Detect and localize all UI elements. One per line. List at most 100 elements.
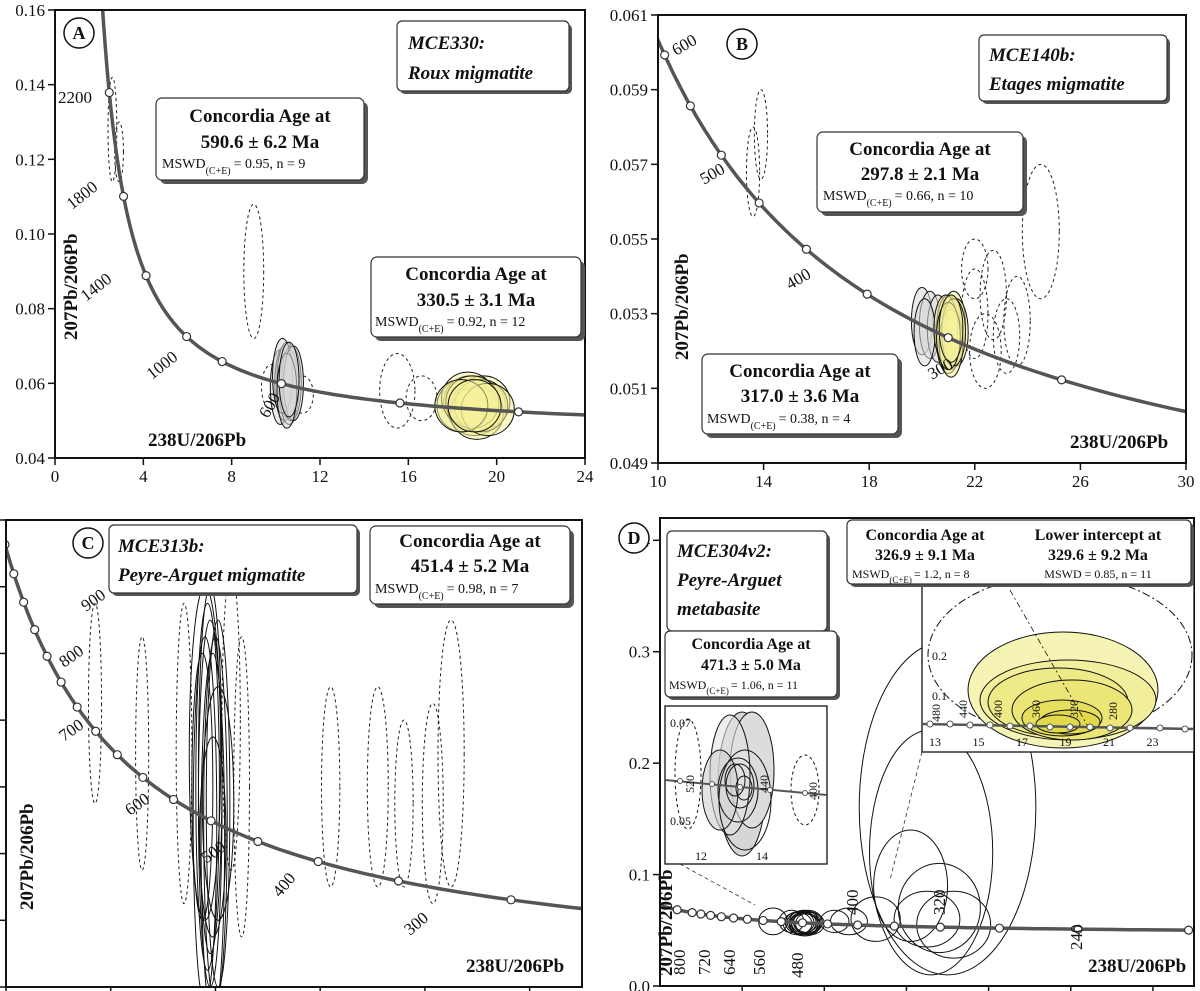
panel-b-axis-labels: 238U/206Pb 207Pb/206Pb [672,253,1168,453]
panel-b-y-label: 207Pb/206Pb [672,253,693,360]
panel-d-inset-right-label-2: 400 [991,700,1005,718]
analysis-ellipse [203,636,228,987]
concordia-node [776,917,786,927]
concordia-node [206,816,216,826]
y-tick-label: 0.1 [629,866,650,885]
y-tick-label: 0.06 [15,374,45,393]
concordia-node [506,895,516,905]
panel-d-inset-left-ytick-1: 0.05 [670,814,691,828]
panel-a-age-box-1: Concordia Age at 590.6 ± 6.2 Ma MSWD(C+E… [155,97,368,184]
panel-b-sample: MCE140b: [988,45,1076,66]
analysis-ellipse [437,619,465,888]
concordia-node [42,651,52,661]
panel-b-letter-text: B [736,34,748,54]
concordia-node [1183,925,1194,935]
panel-d-inset-right-label-3: 360 [1029,700,1043,718]
concordia-node [19,597,29,607]
panel-c-age-label-400: 400 [269,869,300,901]
concordia-node [862,289,872,299]
panel-a-age-box-2: Concordia Age at 330.5 ± 3.1 Ma MSWD(C+E… [370,256,585,341]
panel-d-inset-left-xtick-1: 14 [756,849,768,863]
x-tick-label: 14 [755,472,773,491]
concordia-node [91,726,101,736]
panel-a-age2-mswd: MSWD(C+E) = 0.92, n = 12 [375,315,525,335]
panel-c-data [6,540,582,987]
panel-d-age3-mswd: MSWD(C+E) = 1.06, n = 11 [669,678,798,696]
x-tick-label: 10 [650,472,667,491]
panel-d-age-box-left: Concordia Age at 471.3 ± 5.0 Ma MSWD(C+E… [664,630,840,700]
panel-d-age2-head: Lower intercept at [1035,527,1162,544]
panel-d-inset-left: 0.07 0.05 12 14 520 440 400 [664,705,828,865]
panel-d-inset-left-xtick-0: 12 [695,849,707,863]
panel-d-age-label-240: 240 [1067,925,1086,951]
panel-b-concordia-nodes [660,50,1067,385]
panel-c-age-box-1: Concordia Age at 451.4 ± 5.2 Ma MSWD(C+E… [369,525,574,608]
panel-a-rock: Roux migmatite [407,63,534,84]
x-tick-label: 18 [861,472,878,491]
analysis-ellipse [405,375,438,422]
panel-d-inset-left-label-2: 400 [806,782,820,800]
panel-a-axis-labels: 238U/206Pb 207Pb/206Pb [61,233,246,451]
analysis-ellipse [1021,163,1060,300]
panel-d-data [660,640,1194,976]
panel-d-age-box-right: Concordia Age at 326.9 ± 9.1 Ma MSWD(C+E… [846,519,1194,587]
concordia-node [696,909,706,919]
panel-d-letter-text: D [628,528,641,548]
y-tick-label: 0.16 [15,1,45,20]
inset-x-tick-label: 15 [973,735,985,749]
concordia-node [687,908,697,918]
panel-a-age1-head: Concordia Age at [189,106,331,127]
analysis-ellipse [447,379,502,433]
concordia-node [168,794,179,805]
panel-a-age-label-2200: 2200 [58,88,92,107]
concordia-node [30,625,40,635]
y-tick-label: 0.10 [15,225,45,244]
panel-a: 0 4 8 12 16 20 24 0.04 0.06 0.08 0.10 0.12 0.14 0.16… [15,1,594,486]
panel-d-title-box: MCE304v2: Peyre-Arguet metabasite [666,530,830,634]
panel-d-inset-left-ytick-0: 0.07 [670,716,691,730]
concordia-node [935,922,945,932]
panel-d-inset-right-label-1: 440 [956,700,970,718]
x-tick-label: 12 [312,467,329,486]
panel-a-yellow-ellipses [434,371,515,440]
inset-x-tick-label: 21 [1103,735,1115,749]
concordia-node [742,914,752,924]
analysis-ellipse [893,890,961,948]
panel-b-age-box-1: Concordia Age at 297.8 ± 2.1 Ma MSWD(C+E… [816,131,1027,216]
concordia-node [1057,375,1067,385]
panel-c-concordia-nodes [6,540,516,905]
panel-b-age2-value: 317.0 ± 3.6 Ma [741,386,860,407]
panel-d-age1-head: Concordia Age at [865,527,985,544]
panel-a-age1-mswd: MSWD(C+E) = 0.95, n = 9 [162,157,305,177]
analysis-ellipse [421,702,444,905]
concordia-node [685,101,696,111]
panel-d-inset-right-leader [889,751,923,881]
inset-x-tick-label: 23 [1147,735,1159,749]
panel-c-axis-labels: 238U/206Pb 207Pb/206Pb [17,803,564,977]
panel-c-age-label-300: 300 [400,908,432,939]
y-tick-label: 0.08 [15,300,45,319]
y-tick-label: 0.049 [610,454,648,473]
panel-d-axis-labels: 238U/206Pb 207Pb/206Pb [656,869,1186,977]
panel-c-age1-mswd: MSWD(C+E) = 0.98, n = 7 [375,582,518,602]
panel-a-data [100,10,585,440]
x-tick-label: 22 [966,472,983,491]
analysis-ellipse [200,652,226,987]
panel-b-age1-value: 297.8 ± 2.1 Ma [861,164,980,185]
analysis-ellipse [819,909,850,934]
panel-a-x-label: 238U/206Pb [148,430,246,451]
concordia-node [1073,924,1083,934]
x-tick-label: 16 [400,467,417,486]
panel-d-inset-left-label-0: 520 [683,775,697,793]
analysis-ellipse [873,829,949,942]
concordia-node [822,919,833,929]
panel-d-inset-right-data [922,580,1194,749]
concordia-node [118,191,129,201]
analysis-ellipse [969,313,1002,389]
panel-d-rock: Peyre-Arguet [676,570,782,591]
analysis-ellipse [233,636,250,938]
concordia-node [660,50,670,60]
panel-d-sample: MCE304v2: [676,541,772,562]
panel-b-x-label: 238U/206Pb [1070,432,1168,453]
y-tick-label: 0.12 [15,150,45,169]
